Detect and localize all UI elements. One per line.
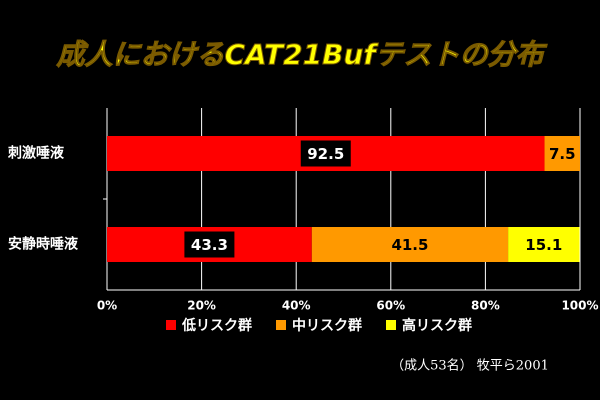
bar-segment: [311, 227, 509, 262]
legend-swatch: [276, 320, 286, 330]
legend-label: 中リスク群: [292, 317, 362, 334]
value-label: 92.5: [307, 145, 344, 163]
bar-segment: [508, 227, 580, 262]
value-label-box: [184, 231, 235, 258]
x-tick-label: 0%: [97, 299, 117, 313]
value-label: 7.5: [549, 145, 576, 163]
value-label: 43.3: [191, 236, 228, 254]
x-tick-label: 40%: [282, 299, 311, 313]
chart-title: 成人におけるCAT21Bufテストの分布: [55, 38, 547, 71]
y-tick-label: 安静時唾液: [8, 236, 79, 253]
note: （成人53名） 牧平ら2001: [391, 358, 549, 374]
x-tick-label: 20%: [187, 299, 216, 313]
value-label: 41.5: [391, 236, 428, 254]
x-tick-label: 100%: [561, 299, 598, 313]
y-tick-label: 刺激唾液: [8, 145, 65, 162]
value-label-box: [300, 140, 351, 167]
legend-swatch: [386, 320, 396, 330]
x-tick-label: 80%: [471, 299, 500, 313]
bar-segment: [544, 136, 580, 171]
legend-label: 高リスク群: [402, 317, 472, 334]
legend-label: 低リスク群: [181, 317, 252, 334]
value-label: 15.1: [525, 236, 562, 254]
legend-swatch: [166, 320, 176, 330]
x-tick-label: 60%: [376, 299, 405, 313]
